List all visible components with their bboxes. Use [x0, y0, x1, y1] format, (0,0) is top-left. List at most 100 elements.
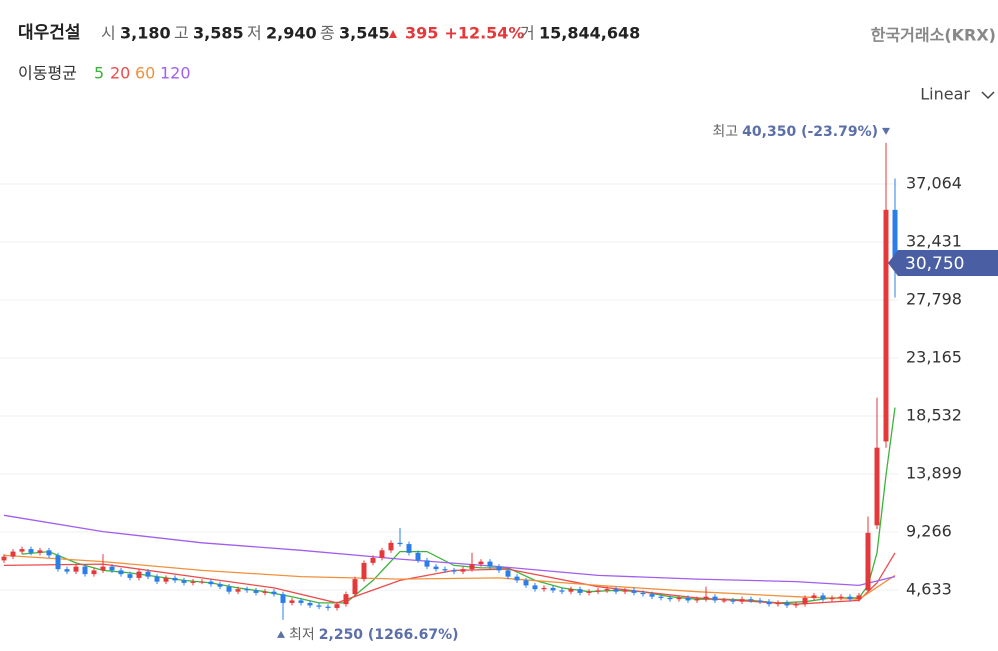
candle-body: [892, 209, 898, 264]
candle-body: [406, 544, 412, 553]
candle-body: [883, 209, 889, 442]
candle-body: [244, 589, 250, 591]
ma-line: [3, 552, 896, 605]
candle-body: [91, 570, 97, 575]
candle-body: [793, 604, 799, 606]
change: 395: [405, 24, 438, 43]
y-tick-label: 13,899: [906, 463, 962, 482]
candle-body: [1, 556, 7, 561]
candle-body: [640, 592, 646, 595]
scale-chevron[interactable]: [981, 91, 995, 100]
ma-label: 이동평균: [18, 64, 77, 83]
candle-body: [271, 591, 277, 595]
candle-body: [838, 596, 844, 598]
candle-body: [658, 596, 664, 598]
candle-body: [361, 562, 367, 580]
high-label: 고: [174, 24, 189, 43]
y-tick-label: 27,798: [906, 289, 962, 308]
candle-body: [46, 550, 52, 556]
ma-legend: 5: [94, 64, 104, 83]
candle-body: [703, 596, 709, 600]
candle-body: [496, 566, 502, 571]
candle-body: [604, 589, 610, 591]
candle-body: [10, 551, 16, 557]
candle-body: [370, 557, 376, 563]
candle-body: [595, 590, 601, 592]
candle-body: [343, 594, 349, 605]
candle-body: [118, 570, 124, 575]
candle-body: [757, 600, 763, 602]
candle-body: [37, 550, 43, 553]
candle-body: [505, 570, 511, 577]
ma-line: [21, 407, 896, 604]
candle-body: [325, 606, 331, 608]
candle-body: [127, 574, 133, 578]
candle-body: [442, 569, 448, 571]
candle-body: [163, 577, 169, 582]
candle-body: [280, 594, 286, 603]
candle-body: [586, 591, 592, 593]
candle-body: [649, 594, 655, 597]
low-arrow: [277, 630, 285, 638]
high-value: 3,585: [193, 24, 244, 43]
candle-body: [55, 555, 61, 570]
candle-body: [145, 571, 151, 577]
candle-body: [154, 576, 160, 582]
high-annotation-prefix: 최고: [712, 124, 738, 140]
candle-body: [667, 597, 673, 600]
candle-body: [685, 597, 691, 601]
candle-body: [298, 600, 304, 603]
candle-body: [478, 561, 484, 565]
candle-body: [388, 542, 394, 551]
close-value: 3,545: [339, 24, 390, 43]
y-tick-label: 9,266: [906, 521, 952, 540]
candle-body: [775, 602, 781, 605]
open-value: 3,180: [120, 24, 171, 43]
candle-body: [820, 595, 826, 600]
candle-body: [433, 566, 439, 570]
candle-body: [694, 599, 700, 601]
candle-body: [415, 552, 421, 561]
candle-body: [622, 590, 628, 592]
candle-body: [532, 585, 538, 590]
y-tick-label: 23,165: [906, 347, 962, 366]
high-arrow: [882, 127, 890, 135]
scale-toggle[interactable]: Linear: [920, 85, 970, 104]
close-label: 종: [320, 24, 335, 43]
candle-body: [613, 589, 619, 592]
candle-body: [424, 560, 430, 567]
candle-body: [253, 590, 259, 593]
candle-body: [289, 600, 295, 603]
candle-body: [577, 589, 583, 593]
open-label: 시: [101, 24, 116, 43]
change-pct: +12.54%: [444, 24, 524, 43]
candle-body: [559, 590, 565, 592]
candle-body: [550, 587, 556, 591]
candle-body: [217, 584, 223, 587]
candle-body: [865, 532, 871, 591]
candle-body: [811, 595, 817, 598]
candle-body: [109, 566, 115, 571]
low-value: 2,940: [266, 24, 317, 43]
ma-legend: 60: [135, 64, 155, 83]
candle-body: [64, 569, 70, 572]
stock-name: 대우건설: [18, 23, 81, 43]
candle-body: [190, 581, 196, 583]
candle-body: [136, 571, 142, 578]
candle-body: [541, 587, 547, 590]
ma-legend: 20: [110, 64, 130, 83]
candles: [1, 142, 898, 620]
candle-body: [307, 602, 313, 606]
price-tag-label: 30,750: [905, 254, 964, 274]
candle-body: [847, 596, 853, 600]
candle-body: [730, 600, 736, 602]
candle-body: [802, 597, 808, 605]
y-tick-label: 37,064: [906, 173, 962, 192]
candle-body: [874, 447, 880, 526]
candle-body: [199, 581, 205, 583]
candle-body: [523, 580, 529, 586]
candle-body: [334, 604, 340, 608]
volume-value: 15,844,648: [539, 24, 640, 43]
